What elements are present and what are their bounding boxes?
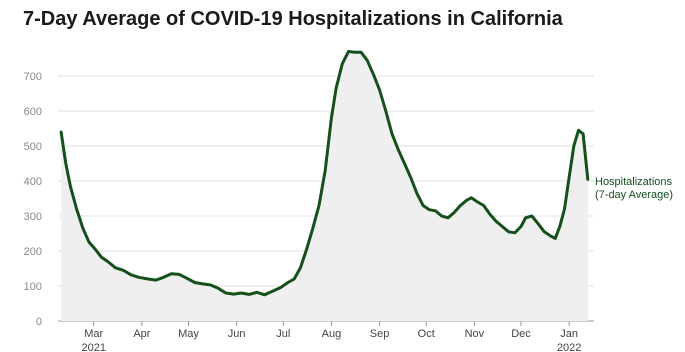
line-layer xyxy=(59,50,590,297)
chart-title: 7-Day Average of COVID-19 Hospitalizatio… xyxy=(23,8,563,30)
y-tick-label: 500 xyxy=(24,141,42,153)
x-tick-label: May xyxy=(178,328,199,340)
area-layer xyxy=(61,51,588,321)
x-tick-year-label: 2022 xyxy=(557,342,581,352)
x-tick-label: Oct xyxy=(418,328,435,340)
y-tick-label: 300 xyxy=(24,211,42,223)
y-tick-label: 600 xyxy=(24,106,42,118)
x-tick-label: Apr xyxy=(133,328,150,340)
x-tick-label: Sep xyxy=(370,328,390,340)
x-tick-label: Mar xyxy=(84,328,103,340)
label-layer: Hospitalizations(7-day Average) xyxy=(595,176,673,201)
y-tick-label: 100 xyxy=(24,281,42,293)
y-tick-label: 700 xyxy=(24,71,42,83)
x-tick-year-label: 2021 xyxy=(81,342,105,352)
y-tick-label: 0 xyxy=(36,316,42,328)
x-tick-label: Jun xyxy=(228,328,246,340)
x-tick-label: Dec xyxy=(511,328,531,340)
series-label: Hospitalizations xyxy=(595,176,673,188)
x-tick-label: Nov xyxy=(465,328,485,340)
axis-layer: 0 100 200 300 400 500 600 700 Mar 2021 Apr May Jun Ju… xyxy=(24,71,582,352)
x-tick-label: Jul xyxy=(276,328,290,340)
x-tick-label: Aug xyxy=(322,328,342,340)
series-label: (7-day Average) xyxy=(595,189,673,201)
series-line xyxy=(59,50,590,297)
series-area xyxy=(61,51,588,321)
y-tick-label: 200 xyxy=(24,246,42,258)
x-tick-label: Jan xyxy=(560,328,578,340)
y-tick-label: 400 xyxy=(24,176,42,188)
